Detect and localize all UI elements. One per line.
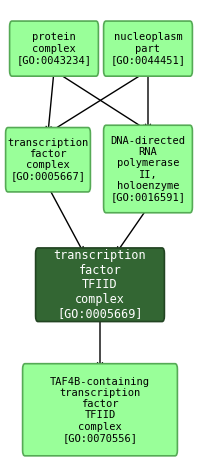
FancyBboxPatch shape (104, 21, 192, 76)
FancyBboxPatch shape (10, 21, 98, 76)
Text: transcription
factor
TFIID
complex
[GO:0005669]: transcription factor TFIID complex [GO:0… (54, 249, 146, 320)
Text: protein
complex
[GO:0043234]: protein complex [GO:0043234] (16, 32, 92, 65)
Text: transcription
factor
complex
[GO:0005667]: transcription factor complex [GO:0005667… (7, 138, 89, 181)
FancyBboxPatch shape (23, 364, 177, 456)
Text: nucleoplasm
part
[GO:0044451]: nucleoplasm part [GO:0044451] (110, 32, 186, 65)
Text: TAF4B-containing
transcription
factor
TFIID
complex
[GO:0070556]: TAF4B-containing transcription factor TF… (50, 377, 150, 443)
FancyBboxPatch shape (36, 248, 164, 321)
FancyBboxPatch shape (104, 125, 192, 213)
FancyBboxPatch shape (6, 127, 90, 192)
Text: DNA-directed
RNA
polymerase
II,
holoenzyme
[GO:0016591]: DNA-directed RNA polymerase II, holoenzy… (110, 136, 186, 202)
